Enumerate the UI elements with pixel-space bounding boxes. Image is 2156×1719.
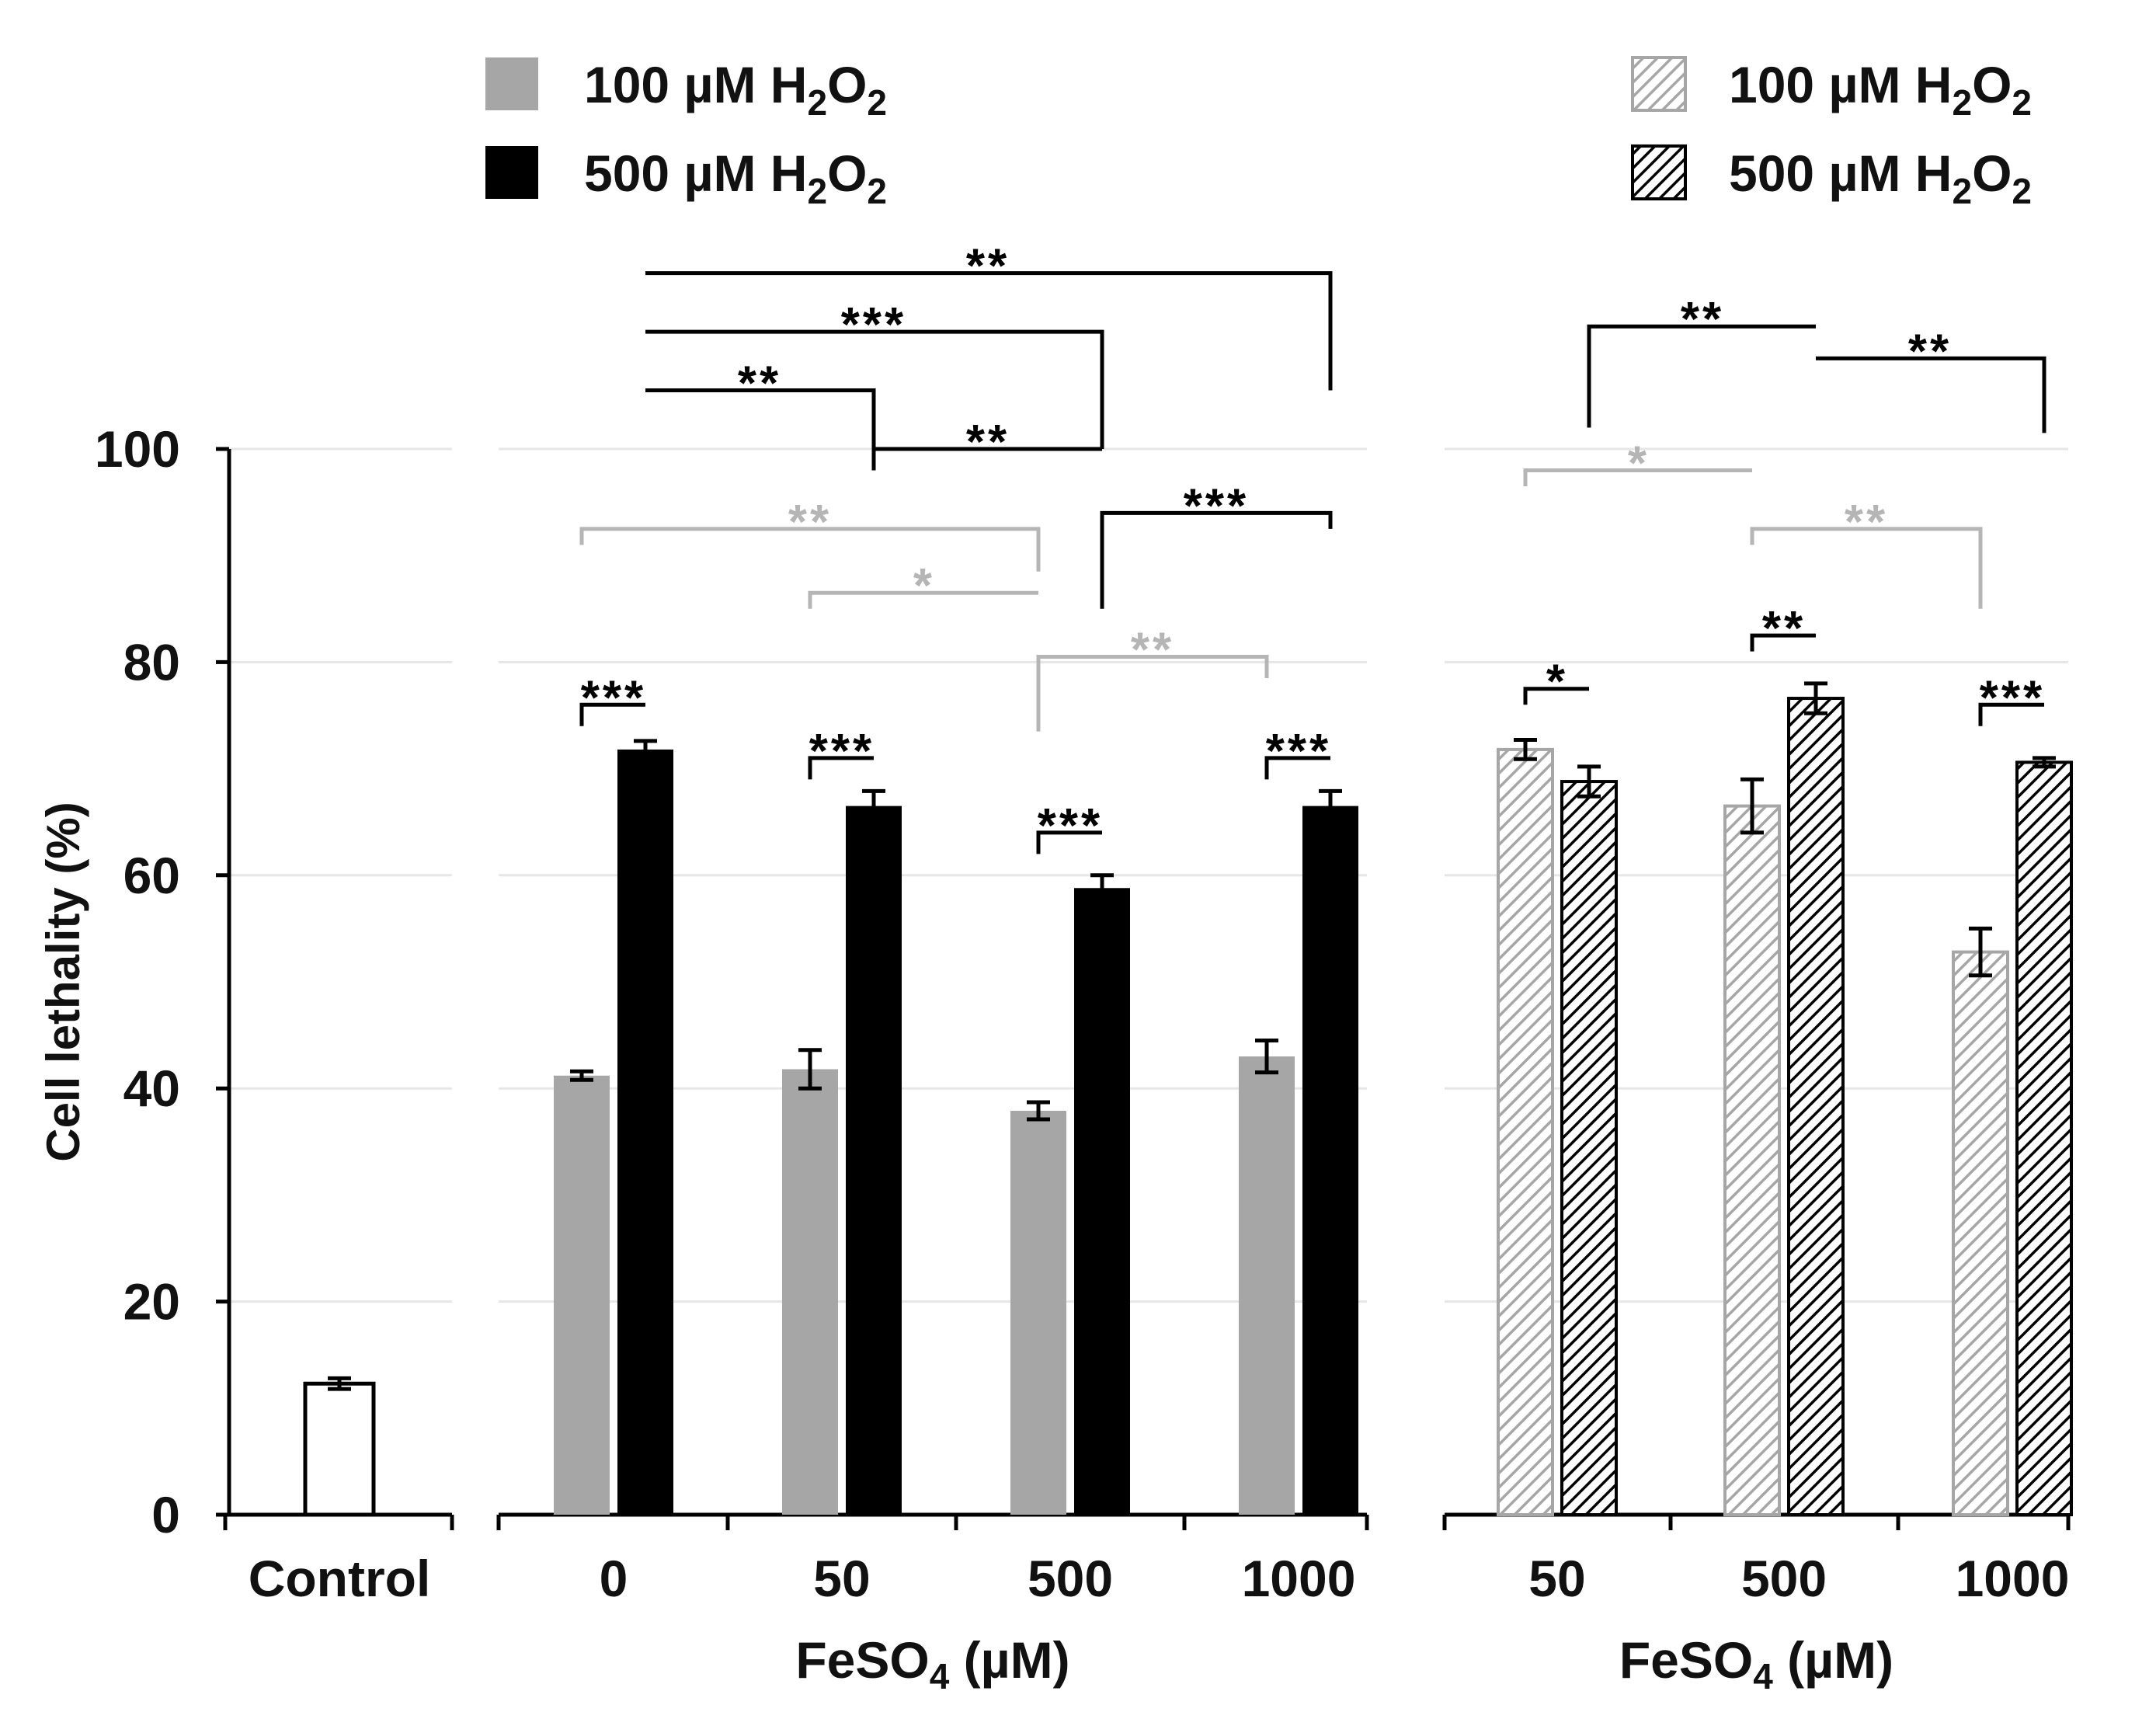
x-category-label: 0: [600, 1550, 628, 1607]
significance-bracket: [1523, 687, 1589, 705]
significance-bracket: [1036, 655, 1269, 732]
legend-swatch-solid-black: [485, 146, 538, 199]
legend-swatch-hatched-gray: [1631, 56, 1687, 112]
significance-label: **: [1908, 325, 1952, 378]
bar-solid-gray: [554, 1075, 610, 1515]
significance-bracket: [645, 271, 1333, 391]
significance-bracket: [579, 702, 645, 726]
significance-label: *: [1546, 656, 1568, 709]
x-category-label: 1000: [1956, 1550, 2070, 1607]
bar-solid-gray: [1010, 1111, 1066, 1515]
y-tick-label: 60: [123, 847, 180, 904]
legend: 100 µM H2O2 500 µM H2O2 100 µM H2O2 500 µM …: [485, 56, 2032, 211]
legend-label: 100 µM H2O2: [584, 56, 887, 123]
significance-bracket: [1750, 527, 1983, 609]
significance-bracket: [1523, 468, 1752, 487]
significance-label: **: [1131, 624, 1174, 677]
significance-label: *: [1628, 437, 1650, 490]
significance-label: ***: [1038, 799, 1103, 853]
significance-label: ***: [1266, 725, 1331, 778]
y-tick-label: 80: [123, 633, 180, 691]
significance-bracket: [1264, 756, 1330, 780]
bar-solid-black: [617, 749, 673, 1515]
significance-bracket: [645, 329, 1104, 449]
x-category-label: 500: [1741, 1550, 1827, 1607]
significance-bracket: [1816, 356, 2046, 433]
x-category-label: 50: [1528, 1550, 1585, 1607]
significance-bracket: [1587, 324, 1816, 428]
significance-label: ***: [841, 298, 906, 352]
significance-bracket: [1750, 633, 1816, 652]
legend-swatch-hatched-black: [1631, 144, 1687, 200]
y-tick-label: 40: [123, 1060, 180, 1117]
significance-label: *: [913, 559, 935, 613]
y-tick-label: 100: [95, 420, 180, 478]
significance-bracket: [579, 527, 1041, 572]
bar-solid-gray: [782, 1069, 838, 1515]
significance-brackets: ****************************************…: [579, 240, 2046, 854]
significance-label: ***: [809, 725, 875, 778]
significance-bracket: [808, 756, 874, 780]
bar-hatched-gray: [1497, 747, 1554, 1516]
x-category-label: 500: [1028, 1550, 1113, 1607]
significance-bracket: [871, 447, 1102, 471]
significance-bracket: [1036, 830, 1102, 854]
significance-bracket: [1100, 510, 1333, 609]
significance-label: **: [966, 416, 1010, 469]
x-category-label: 50: [813, 1550, 870, 1607]
bar-solid-black: [1074, 888, 1130, 1515]
legend-label: 500 µM H2O2: [1729, 144, 2032, 211]
significance-label: **: [1681, 293, 1724, 346]
significance-label: ***: [581, 671, 646, 725]
y-tick-label: 0: [151, 1486, 180, 1543]
legend-label: 500 µM H2O2: [584, 144, 887, 211]
bar-hatched-black: [1787, 697, 1845, 1516]
significance-bracket: [808, 590, 1038, 609]
significance-bracket: [645, 388, 876, 460]
bars: [303, 681, 2073, 1517]
x-axis-title: FeSO4 (µM): [795, 1631, 1069, 1696]
significance-label: ***: [1184, 479, 1249, 533]
significance-label: **: [966, 240, 1010, 294]
bar-hatched-black: [1560, 780, 1618, 1516]
legend-label: 100 µM H2O2: [1729, 56, 2032, 123]
bar-solid-black: [1302, 806, 1358, 1515]
significance-label: **: [788, 496, 832, 549]
significance-label: **: [738, 357, 781, 411]
bar-solid-gray: [1239, 1056, 1295, 1515]
significance-label: **: [1845, 496, 1888, 549]
axis-labels: 0 20 40 60 80 100 Control 0 50 500 1000 FeSO4 (µM) 5…: [37, 420, 2069, 1696]
bar-solid-black: [846, 806, 902, 1515]
bar-hatched-gray: [1723, 804, 1781, 1516]
x-category-label: Control: [249, 1550, 431, 1607]
bar-hatched-black: [2015, 760, 2073, 1516]
significance-label: **: [1762, 602, 1806, 656]
significance-label: ***: [1980, 671, 2045, 725]
x-category-label: 1000: [1242, 1550, 1356, 1607]
bar-control: [303, 1381, 376, 1517]
y-tick-label: 20: [123, 1273, 180, 1331]
y-axis-title: Cell lethality (%): [37, 802, 89, 1161]
legend-swatch-solid-gray: [485, 57, 538, 110]
x-axis-title: FeSO4 (µM): [1619, 1631, 1893, 1696]
significance-bracket: [1978, 702, 2044, 726]
bar-hatched-gray: [1952, 950, 2009, 1516]
